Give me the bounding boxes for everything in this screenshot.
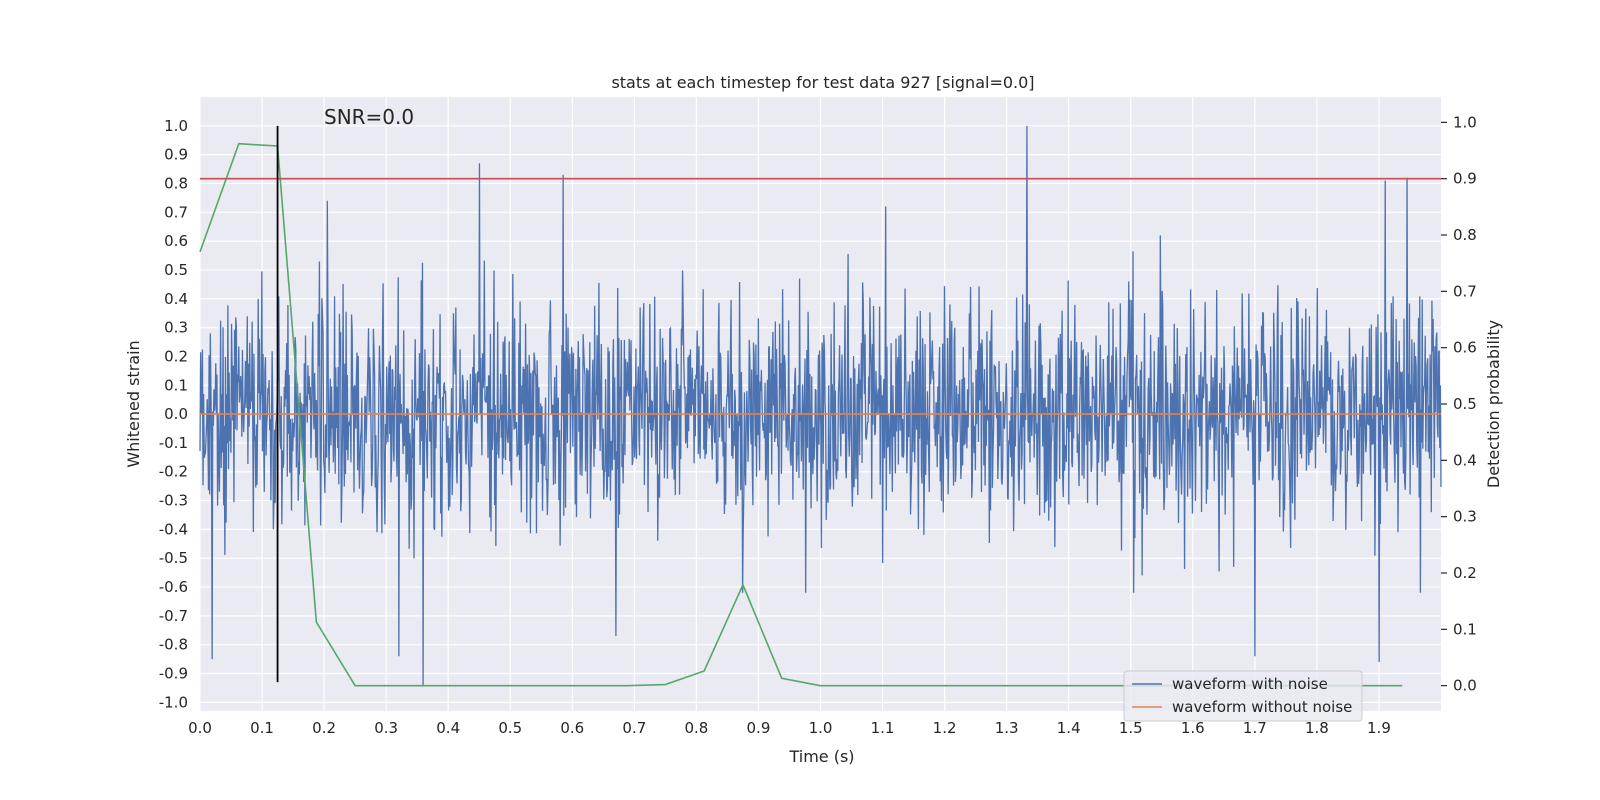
x-tick-label: 1.8 (1305, 719, 1329, 737)
right-y-tick-label: 0.4 (1453, 451, 1477, 469)
right-y-tick-label: 1.0 (1453, 113, 1477, 131)
y-tick-label: 0.5 (164, 261, 188, 279)
right-y-tick-label: 0.7 (1453, 282, 1477, 300)
y-tick-label: 0.0 (164, 405, 188, 423)
x-tick-label: 0.1 (250, 719, 274, 737)
y-tick-label: 0.6 (164, 232, 188, 250)
y-axis-label: Whitened strain (124, 340, 143, 467)
x-tick-label: 1.0 (809, 719, 833, 737)
x-tick-label: 1.4 (1057, 719, 1081, 737)
legend-label-clean: waveform without noise (1172, 698, 1352, 716)
x-tick-label: 0.9 (747, 719, 771, 737)
series-waveform-with-noise (199, 125, 1442, 686)
y-tick-label: -0.4 (159, 520, 188, 538)
x-tick-label: 1.6 (1181, 719, 1205, 737)
x-tick-label: 0.4 (436, 719, 460, 737)
x-tick-label: 0.5 (498, 719, 522, 737)
x-axis-label: Time (s) (788, 747, 854, 766)
x-tick-label: 0.0 (188, 719, 212, 737)
y-tick-label: -0.8 (159, 636, 188, 654)
y-tick-label: 0.4 (164, 290, 188, 308)
x-tick-label: 0.6 (560, 719, 584, 737)
x-tick-label: 1.1 (871, 719, 895, 737)
x-tick-label: 0.2 (312, 719, 336, 737)
snr-annotation: SNR=0.0 (324, 105, 414, 129)
legend-label-noise: waveform with noise (1172, 675, 1328, 693)
y-tick-label: -0.7 (159, 607, 188, 625)
right-y-tick-label: 0.9 (1453, 170, 1477, 188)
x-tick-label: 1.5 (1119, 719, 1143, 737)
x-tick-label: 0.3 (374, 719, 398, 737)
y-tick-label: -1.0 (159, 693, 188, 711)
legend: waveform with noise waveform without noi… (1123, 670, 1363, 722)
right-y-tick-label: 0.1 (1453, 620, 1477, 638)
y-tick-label: -0.1 (159, 434, 188, 452)
chart-title: stats at each timestep for test data 927… (611, 73, 1034, 92)
y-tick-label: 1.0 (164, 117, 188, 135)
x-tick-label: 0.7 (622, 719, 646, 737)
y-tick-label: 0.3 (164, 319, 188, 337)
y-tick-label: 0.1 (164, 376, 188, 394)
x-tick-label: 1.2 (933, 719, 957, 737)
y-tick-label: -0.5 (159, 549, 188, 567)
x-tick-label: 0.8 (684, 719, 708, 737)
right-y-tick-label: 0.2 (1453, 564, 1477, 582)
legend-box (1123, 670, 1363, 722)
y-tick-label: 0.8 (164, 174, 188, 192)
right-y-tick-label: 0.3 (1453, 508, 1477, 526)
x-tick-label: 1.9 (1367, 719, 1391, 737)
y-tick-label: -0.3 (159, 492, 188, 510)
y-axis-label-right: Detection probability (1484, 320, 1503, 488)
x-tick-label: 1.3 (995, 719, 1019, 737)
ticks: 0.0 0.1 0.2 0.3 0.4 0.5 0.6 0.7 0.8 0.9 1.0 1.1 1.2 1… (159, 113, 1477, 737)
right-y-tick-label: 0.6 (1453, 339, 1477, 357)
right-y-tick-label: 0.5 (1453, 395, 1477, 413)
y-tick-label: 0.9 (164, 146, 188, 164)
y-tick-label: 0.2 (164, 347, 188, 365)
right-y-tick-label: 0.0 (1453, 677, 1477, 695)
x-tick-label: 1.7 (1243, 719, 1267, 737)
y-tick-label: 0.7 (164, 203, 188, 221)
y-tick-label: -0.6 (159, 578, 188, 596)
right-y-tick-label: 0.8 (1453, 226, 1477, 244)
y-tick-label: -0.9 (159, 665, 188, 683)
y-tick-label: -0.2 (159, 463, 188, 481)
